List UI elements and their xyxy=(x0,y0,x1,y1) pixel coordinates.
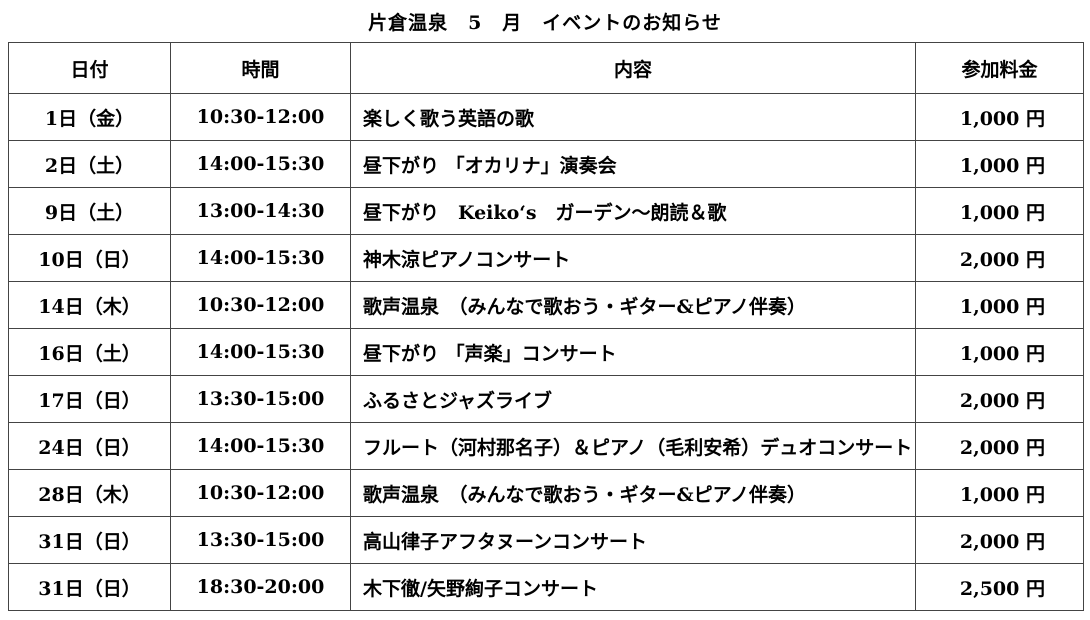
event-date: 31日（日） xyxy=(8,563,171,611)
event-time: 10:30-12:00 xyxy=(170,469,351,517)
event-date: 2日（土） xyxy=(8,140,171,188)
event-time: 14:00-15:30 xyxy=(170,140,351,188)
event-content: 昼下がり 「声楽」コンサート xyxy=(350,328,916,376)
event-time: 13:30-15:00 xyxy=(170,516,351,564)
table-row: 31日（日） 13:30-15:00 高山律子アフタヌーンコンサート 2,000 円 xyxy=(8,516,1084,564)
event-fee: 1,000 円 xyxy=(915,469,1084,517)
events-table: 日付 時間 内容 参加料金 1日（金） 10:30-12:00 楽しく歌う英語の歌 1… xyxy=(8,42,1084,611)
event-time: 18:30-20:00 xyxy=(170,563,351,611)
event-date: 16日（土） xyxy=(8,328,171,376)
event-fee: 1,000 円 xyxy=(915,187,1084,235)
table-row: 24日（日） 14:00-15:30 フルート（河村那名子）＆ピアノ（毛利安希）デュ… xyxy=(8,422,1084,470)
event-fee: 2,000 円 xyxy=(915,422,1084,470)
event-content: フルート（河村那名子）＆ピアノ（毛利安希）デュオコンサート xyxy=(350,422,916,470)
table-row: 31日（日） 18:30-20:00 木下徹/矢野絢子コンサート 2,500 円 xyxy=(8,563,1084,611)
event-fee: 1,000 円 xyxy=(915,328,1084,376)
event-fee: 1,000 円 xyxy=(915,140,1084,188)
table-row: 10日（日） 14:00-15:30 神木涼ピアノコンサート 2,000 円 xyxy=(8,234,1084,282)
event-content: 昼下がり Keiko‘s ガーデン～朗読＆歌 xyxy=(350,187,916,235)
event-content: 高山律子アフタヌーンコンサート xyxy=(350,516,916,564)
table-row: 28日（木） 10:30-12:00 歌声温泉 （みんなで歌おう・ギター&ピアノ伴奏… xyxy=(8,469,1084,517)
event-time: 14:00-15:30 xyxy=(170,422,351,470)
event-content: 歌声温泉 （みんなで歌おう・ギター&ピアノ伴奏） xyxy=(350,281,916,329)
event-time: 10:30-12:00 xyxy=(170,281,351,329)
event-time: 13:00-14:30 xyxy=(170,187,351,235)
event-date: 9日（土） xyxy=(8,187,171,235)
table-row: 16日（土） 14:00-15:30 昼下がり 「声楽」コンサート 1,000 円 xyxy=(8,328,1084,376)
event-fee: 2,000 円 xyxy=(915,234,1084,282)
event-fee: 1,000 円 xyxy=(915,93,1084,141)
event-date: 28日（木） xyxy=(8,469,171,517)
header-time: 時間 xyxy=(170,42,351,94)
event-content: 昼下がり 「オカリナ」演奏会 xyxy=(350,140,916,188)
table-row: 1日（金） 10:30-12:00 楽しく歌う英語の歌 1,000 円 xyxy=(8,93,1084,141)
event-content: 歌声温泉 （みんなで歌おう・ギター&ピアノ伴奏） xyxy=(350,469,916,517)
event-date: 17日（日） xyxy=(8,375,171,423)
event-fee: 1,000 円 xyxy=(915,281,1084,329)
event-date: 31日（日） xyxy=(8,516,171,564)
event-fee: 2,000 円 xyxy=(915,516,1084,564)
event-date: 14日（木） xyxy=(8,281,171,329)
header-content: 内容 xyxy=(350,42,916,94)
event-fee: 2,000 円 xyxy=(915,375,1084,423)
event-time: 14:00-15:30 xyxy=(170,234,351,282)
event-time: 10:30-12:00 xyxy=(170,93,351,141)
table-row: 2日（土） 14:00-15:30 昼下がり 「オカリナ」演奏会 1,000 円 xyxy=(8,140,1084,188)
header-row: 日付 時間 内容 参加料金 xyxy=(8,42,1084,94)
table-row: 17日（日） 13:30-15:00 ふるさとジャズライブ 2,000 円 xyxy=(8,375,1084,423)
event-time: 14:00-15:30 xyxy=(170,328,351,376)
header-fee: 参加料金 xyxy=(915,42,1084,94)
table-row: 14日（木） 10:30-12:00 歌声温泉 （みんなで歌おう・ギター&ピアノ伴奏… xyxy=(8,281,1084,329)
event-time: 13:30-15:00 xyxy=(170,375,351,423)
header-date: 日付 xyxy=(8,42,171,94)
event-date: 1日（金） xyxy=(8,93,171,141)
table-row: 9日（土） 13:00-14:30 昼下がり Keiko‘s ガーデン～朗読＆歌 1,… xyxy=(8,187,1084,235)
event-date: 24日（日） xyxy=(8,422,171,470)
event-content: 木下徹/矢野絢子コンサート xyxy=(350,563,916,611)
event-content: ふるさとジャズライブ xyxy=(350,375,916,423)
event-date: 10日（日） xyxy=(8,234,171,282)
event-content: 神木涼ピアノコンサート xyxy=(350,234,916,282)
event-fee: 2,500 円 xyxy=(915,563,1084,611)
event-content: 楽しく歌う英語の歌 xyxy=(350,93,916,141)
page-title: 片倉温泉 5 月 イベントのお知らせ xyxy=(368,12,722,34)
